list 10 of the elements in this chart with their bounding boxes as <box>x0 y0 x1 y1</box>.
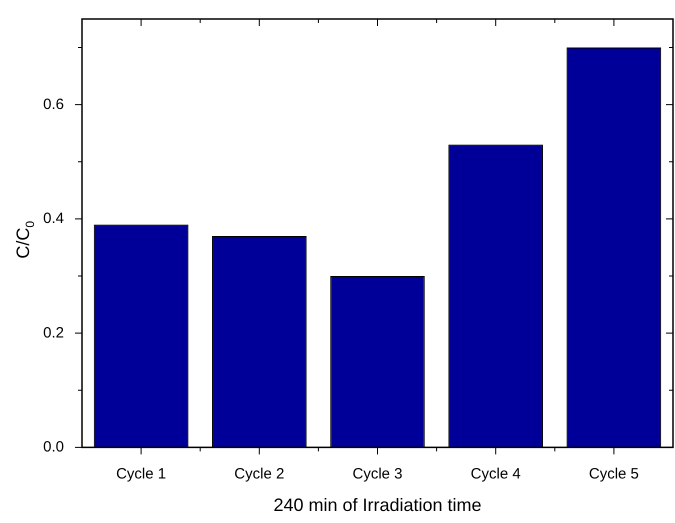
x-axis-title: 240 min of Irradiation time <box>273 495 482 516</box>
x-tick-label: Cycle 3 <box>352 466 403 483</box>
y-tick-label: 0.0 <box>43 438 64 456</box>
y-tick-label: 0.6 <box>43 96 64 113</box>
y-tick-label: 0.4 <box>43 210 64 228</box>
x-tick-label: Cycle 5 <box>588 466 639 483</box>
x-tick-label: Cycle 4 <box>470 466 521 483</box>
x-tick-label: Cycle 2 <box>234 466 284 483</box>
x-tick-label: Cycle 1 <box>116 466 166 483</box>
y-tick-label: 0.2 <box>43 324 64 342</box>
